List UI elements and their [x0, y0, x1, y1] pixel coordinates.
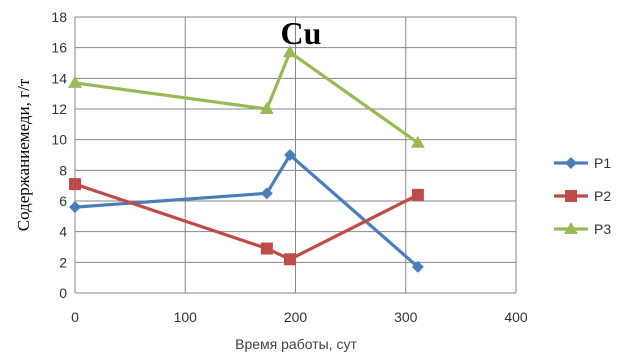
- series-p3: [68, 45, 425, 148]
- legend-label-p2: P2: [594, 188, 611, 204]
- data-point-p1: [260, 187, 273, 200]
- data-point-p2: [260, 242, 273, 255]
- legend-item-p3: P3: [554, 221, 611, 237]
- data-point-p1: [69, 201, 81, 214]
- legend-label-p3: P3: [594, 221, 611, 237]
- data-point-p3: [410, 135, 425, 148]
- data-point-p1: [411, 260, 424, 273]
- y-tick-label: 6: [59, 193, 67, 209]
- series-line-p2: [74, 182, 419, 261]
- legend-marker-p3: [564, 222, 578, 234]
- series-p1: [69, 149, 424, 273]
- data-point-p2: [283, 253, 296, 266]
- y-tick-label: 12: [51, 101, 67, 117]
- y-tick-labels: 0 2 4 6 8 10 12 14 16 18: [51, 9, 67, 301]
- x-tick-label: 0: [71, 309, 79, 325]
- y-tick-label: 0: [59, 285, 67, 301]
- x-tick-label: 400: [504, 309, 528, 325]
- data-point-p1: [283, 149, 296, 161]
- legend-item-p1: P1: [554, 155, 611, 171]
- y-tick-label: 18: [51, 9, 67, 25]
- legend-item-p2: P2: [554, 188, 611, 204]
- x-tick-label: 300: [394, 309, 418, 325]
- legend-marker-p2: [565, 190, 577, 202]
- data-point-p2: [411, 188, 424, 201]
- legend-marker-p1: [565, 157, 577, 169]
- series-line-p1: [74, 153, 419, 269]
- y-tick-label: 16: [51, 40, 67, 56]
- y-tick-label: 2: [59, 254, 67, 270]
- x-tick-labels: 0 100 200 300 400: [71, 309, 528, 325]
- chart-title: Cu: [281, 15, 322, 51]
- x-axis-title: Время работы, сут: [235, 336, 357, 352]
- legend-label-p1: P1: [594, 155, 611, 171]
- data-point-p3: [68, 75, 82, 88]
- y-tick-label: 10: [51, 132, 67, 148]
- y-tick-label: 4: [59, 224, 67, 240]
- y-tick-label: 14: [51, 70, 67, 86]
- y-axis-title: Содержаниемеди, г/т: [14, 78, 33, 231]
- data-point-p2: [69, 178, 81, 191]
- series-p2: [69, 178, 424, 266]
- data-point-p3: [259, 102, 274, 114]
- x-tick-label: 100: [174, 309, 198, 325]
- x-tick-label: 200: [284, 309, 308, 325]
- legend: P1 P2 P3: [554, 155, 611, 237]
- series-layer: [68, 45, 425, 273]
- y-tick-label: 8: [59, 162, 67, 178]
- data-point-p3: [282, 45, 297, 58]
- series-line-p3: [74, 50, 419, 145]
